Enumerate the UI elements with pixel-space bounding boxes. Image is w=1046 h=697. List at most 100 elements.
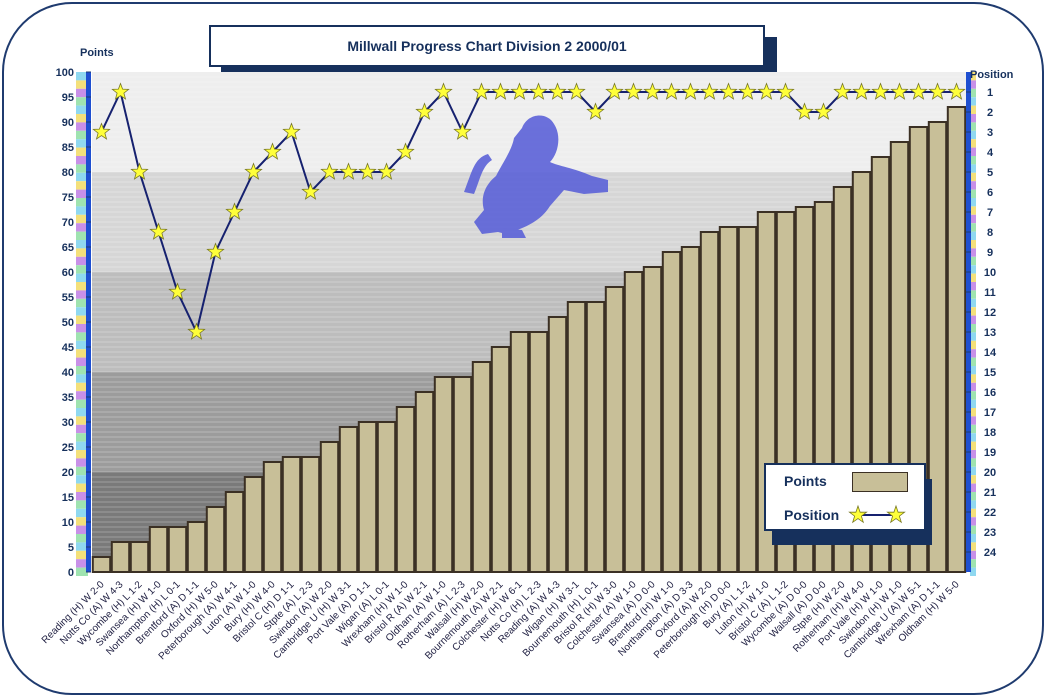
points-bar xyxy=(908,126,929,573)
left-axis-stripe xyxy=(76,298,88,308)
right-axis-stripe xyxy=(970,349,976,358)
right-axis-stripe xyxy=(970,466,976,476)
position-star xyxy=(814,102,833,120)
left-axis-stripe xyxy=(76,164,88,173)
points-bar xyxy=(205,506,226,573)
points-bar xyxy=(927,121,948,573)
points-bar xyxy=(129,541,150,573)
right-axis-stripe xyxy=(970,139,976,148)
right-tick-label: 18 xyxy=(984,427,996,439)
left-axis-stripe xyxy=(76,139,88,148)
right-axis-stripe xyxy=(970,542,976,551)
left-tick-label: 80 xyxy=(62,167,74,179)
millwall-lion-logo xyxy=(464,115,608,238)
position-star xyxy=(510,82,529,100)
position-star xyxy=(434,82,453,100)
right-axis-stripe xyxy=(970,550,976,560)
right-axis-stripe xyxy=(970,97,976,106)
left-axis-stripe xyxy=(76,492,88,501)
left-axis-stripe xyxy=(76,206,88,215)
position-star xyxy=(339,162,358,180)
left-axis-stripe xyxy=(76,391,88,400)
right-tick-label: 20 xyxy=(984,467,996,479)
left-axis-stripe xyxy=(76,424,88,434)
points-bar xyxy=(243,476,264,573)
right-axis-stripe xyxy=(970,458,976,467)
position-star xyxy=(852,82,871,100)
right-axis-stripe xyxy=(970,214,976,224)
position-star xyxy=(529,82,548,100)
right-axis-stripe xyxy=(970,525,976,534)
right-axis-stripe xyxy=(970,517,976,526)
right-tick-label: 13 xyxy=(984,327,996,339)
position-line xyxy=(100,89,957,335)
left-tick-label: 95 xyxy=(62,92,74,104)
left-tick-label: 25 xyxy=(62,442,74,454)
left-axis-stripe xyxy=(76,172,88,182)
points-bar xyxy=(699,231,720,573)
right-axis-stripe xyxy=(970,88,976,98)
position-star xyxy=(92,122,111,140)
right-axis-stripe xyxy=(970,282,976,291)
right-axis-stripe xyxy=(970,450,976,459)
points-bar xyxy=(186,521,207,573)
right-axis xyxy=(966,72,971,572)
right-axis-stripe xyxy=(970,248,976,257)
points-bar xyxy=(661,251,682,573)
points-bar xyxy=(528,331,549,573)
position-star xyxy=(681,82,700,100)
points-bar xyxy=(623,271,644,573)
lion-tail xyxy=(464,154,492,194)
left-axis-stripe xyxy=(76,114,88,123)
position-star xyxy=(567,82,586,100)
left-axis-stripe xyxy=(76,130,88,140)
right-tick-label: 1 xyxy=(987,87,993,99)
right-axis-stripe xyxy=(970,298,976,308)
right-tick-label: 21 xyxy=(984,487,996,499)
points-bar xyxy=(471,361,492,573)
right-tick-label: 16 xyxy=(984,387,996,399)
right-axis-stripe xyxy=(970,307,976,316)
points-bar xyxy=(300,456,321,573)
right-axis-stripe xyxy=(970,357,976,366)
points-bar xyxy=(547,316,568,573)
right-axis-stripe xyxy=(970,475,976,484)
left-axis-stripe xyxy=(76,189,88,198)
right-axis-stripe xyxy=(970,156,976,165)
right-axis-stripe xyxy=(970,441,976,450)
left-tick-label: 40 xyxy=(62,367,74,379)
left-axis-stripe xyxy=(76,88,88,98)
left-tick-label: 70 xyxy=(62,217,74,229)
right-tick-label: 9 xyxy=(987,247,993,259)
legend: Points Position xyxy=(764,463,926,531)
points-bar xyxy=(718,226,739,573)
left-axis-stripe xyxy=(76,374,88,383)
left-axis-stripe xyxy=(76,181,88,190)
left-axis-stripe xyxy=(76,105,88,114)
right-axis-stripe xyxy=(970,567,976,576)
left-axis-stripe xyxy=(76,315,88,324)
right-axis-stripe xyxy=(970,416,976,425)
right-axis-stripe xyxy=(970,315,976,324)
right-axis-stripe xyxy=(970,433,976,442)
right-axis-stripe xyxy=(970,340,976,350)
lion-paw xyxy=(502,228,526,238)
points-bar xyxy=(395,406,416,573)
position-star xyxy=(605,82,624,100)
position-star xyxy=(738,82,757,100)
right-axis-stripe xyxy=(970,273,976,282)
right-axis-stripe xyxy=(970,72,976,81)
right-axis-stripe xyxy=(970,492,976,501)
right-tick-label: 14 xyxy=(984,347,997,359)
position-star xyxy=(263,142,282,160)
position-star xyxy=(415,102,434,120)
right-axis-stripe xyxy=(970,408,976,417)
left-axis-stripe xyxy=(76,324,88,333)
left-tick-label: 20 xyxy=(62,467,74,479)
right-tick-label: 10 xyxy=(984,267,996,279)
right-axis-stripe xyxy=(970,122,976,131)
points-bar xyxy=(376,421,397,573)
left-axis-stripe xyxy=(76,450,88,459)
position-star xyxy=(909,82,928,100)
